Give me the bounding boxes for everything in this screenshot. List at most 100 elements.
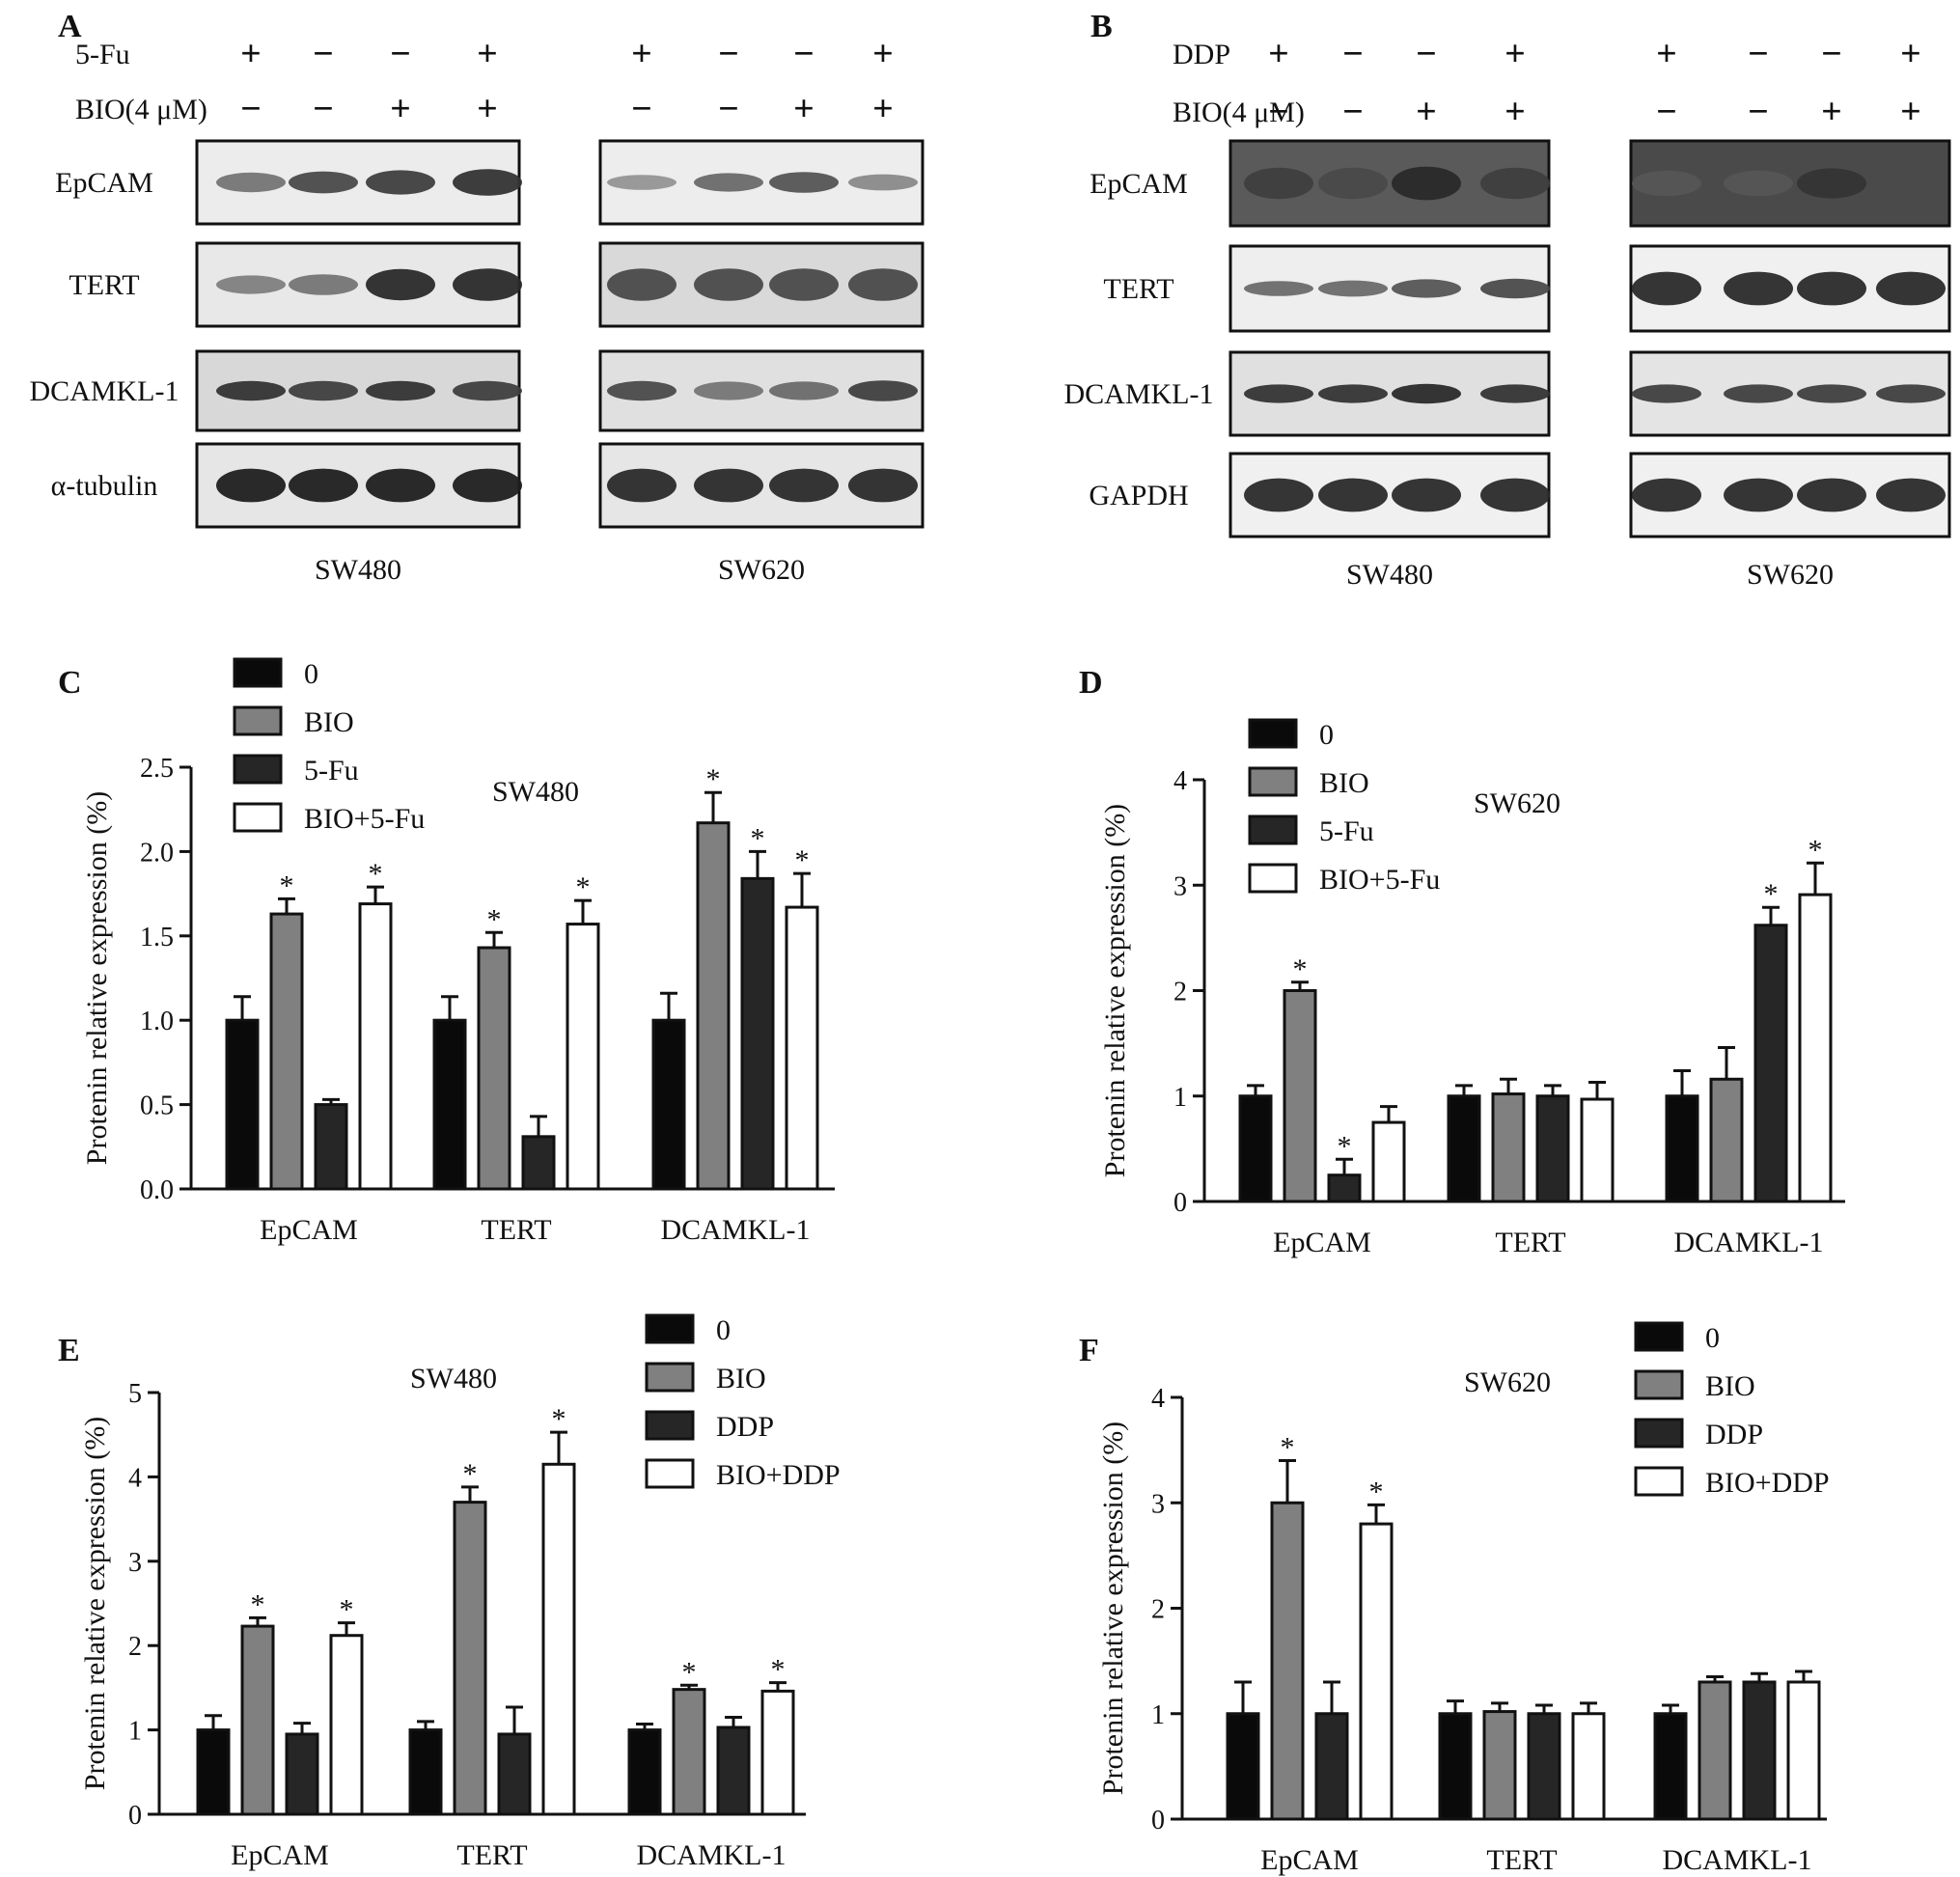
protein-band — [1244, 281, 1313, 296]
x-tick-label: EpCAM — [1260, 1844, 1359, 1876]
protein-band — [1392, 279, 1461, 298]
bar-0 — [432, 1018, 467, 1191]
protein-band — [453, 380, 522, 401]
treatment-sign: − — [718, 34, 739, 74]
bar-bio-ddp — [760, 1689, 795, 1816]
significance-marker: * — [1808, 834, 1823, 866]
treatment-sign: + — [477, 89, 498, 129]
legend-label: BIO — [1705, 1370, 1755, 1402]
y-tick-label: 2 — [1173, 978, 1187, 1008]
protein-band — [1876, 478, 1946, 512]
protein-band — [1876, 271, 1946, 306]
protein-band — [1244, 384, 1313, 403]
significance-marker: * — [576, 871, 591, 903]
cell-line-label: SW620 — [1747, 559, 1834, 591]
protein-band — [366, 380, 435, 401]
treatment-sign: − — [1416, 34, 1437, 74]
bar-0 — [1438, 1712, 1473, 1821]
legend-swatch — [1634, 1369, 1684, 1400]
bar-bio-5-fu — [566, 923, 600, 1191]
protein-band — [848, 268, 918, 301]
bar-bio — [1482, 1710, 1517, 1821]
protein-band — [216, 172, 286, 193]
significance-marker: * — [751, 822, 765, 854]
legend-swatch — [1634, 1418, 1684, 1449]
x-tick-label: EpCAM — [231, 1839, 329, 1871]
legend-label: 5-Fu — [304, 755, 359, 787]
x-tick-label: EpCAM — [260, 1214, 358, 1246]
treatment-sign: − — [631, 89, 652, 129]
protein-band — [848, 380, 918, 401]
y-tick-label: 3 — [1151, 1489, 1165, 1519]
protein-band — [1724, 170, 1793, 197]
bar-ddp — [716, 1725, 751, 1816]
bar-0 — [196, 1728, 231, 1816]
treatment-sign: + — [390, 89, 411, 129]
y-tick-label: 2 — [128, 1632, 142, 1662]
protein-band — [1724, 384, 1793, 403]
cell-line-label: SW480 — [315, 554, 401, 586]
protein-row-label: α-tubulin — [51, 470, 158, 502]
protein-band — [694, 468, 763, 503]
bar-ddp — [1742, 1680, 1777, 1821]
protein-band — [848, 174, 918, 191]
y-tick-label: 2.5 — [140, 754, 174, 784]
legend-swatch — [1248, 718, 1298, 749]
protein-band — [607, 380, 676, 401]
y-tick-label: 3 — [128, 1548, 142, 1578]
bar-0 — [1447, 1094, 1481, 1203]
protein-band — [289, 468, 358, 503]
significance-marker: * — [1369, 1476, 1384, 1507]
legend-swatch — [233, 705, 283, 736]
bar-0 — [627, 1728, 662, 1816]
protein-band — [607, 268, 676, 301]
legend-label: 0 — [1319, 719, 1334, 751]
treatment-sign: + — [1268, 34, 1289, 74]
protein-band — [1480, 278, 1550, 299]
significance-marker: * — [463, 1458, 478, 1490]
protein-band — [1392, 383, 1461, 404]
legend-swatch — [645, 1362, 695, 1393]
bar-bio-ddp — [1786, 1680, 1821, 1821]
legend-label: BIO+5-Fu — [1319, 864, 1440, 896]
significance-marker: * — [706, 763, 721, 795]
bar-bio-5-fu — [1798, 893, 1833, 1203]
y-tick-label: 4 — [1173, 766, 1187, 796]
bar-0 — [1226, 1712, 1260, 1821]
cell-line-label: SW480 — [1346, 559, 1433, 591]
protein-band — [453, 169, 522, 196]
x-tick-label: TERT — [1495, 1227, 1565, 1258]
bar-0 — [1665, 1094, 1699, 1203]
protein-row-label: DCAMKL-1 — [30, 375, 179, 407]
protein-band — [1797, 168, 1866, 199]
panel-letter: F — [1079, 1333, 1099, 1368]
protein-band — [1724, 271, 1793, 306]
y-tick-label: 4 — [1151, 1384, 1165, 1414]
x-tick-label: DCAMKL-1 — [1663, 1844, 1812, 1876]
protein-band — [1480, 478, 1550, 512]
y-tick-label: 3 — [1173, 871, 1187, 901]
legend-swatch — [1248, 766, 1298, 797]
bar-bio — [672, 1688, 706, 1816]
legend-swatch — [233, 657, 283, 688]
protein-band — [216, 275, 286, 294]
bar-0 — [1238, 1094, 1273, 1203]
y-tick-label: 2.0 — [140, 838, 174, 868]
legend-label: BIO — [716, 1363, 766, 1394]
protein-band — [1724, 478, 1793, 512]
bar-bio-5-fu — [358, 902, 393, 1191]
y-tick-label: 1 — [1173, 1083, 1187, 1113]
protein-band — [848, 468, 918, 503]
x-tick-label: DCAMKL-1 — [637, 1839, 787, 1871]
protein-band — [1797, 478, 1866, 512]
bar-bio-ddp — [1359, 1522, 1394, 1821]
panel-letter: D — [1079, 665, 1103, 701]
treatment-sign: + — [477, 34, 498, 74]
treatment-sign: + — [1821, 92, 1842, 132]
significance-marker: * — [682, 1656, 697, 1688]
chart-title: SW480 — [492, 776, 579, 808]
y-tick-label: 1.5 — [140, 923, 174, 952]
legend-label: BIO+DDP — [716, 1459, 841, 1491]
bar-bio-5-fu — [1580, 1097, 1615, 1203]
protein-band — [1244, 478, 1313, 512]
